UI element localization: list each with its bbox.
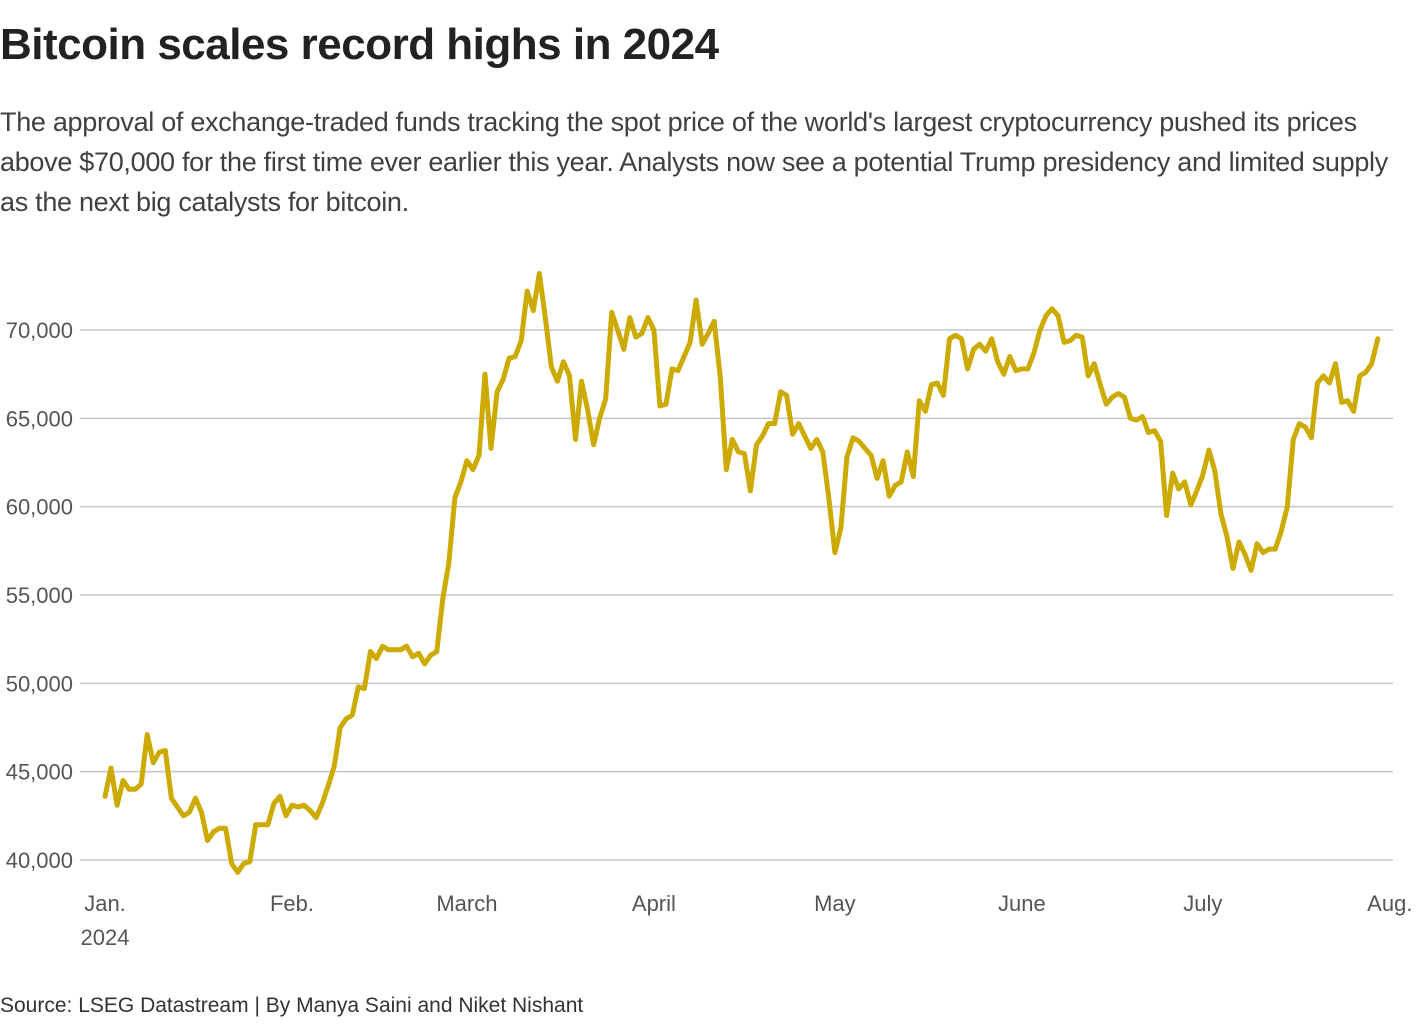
line-chart: 40,000 45,000 50,000 55,000 60,000 65,000 70,0… (6, 271, 1413, 950)
y-axis-ticks: 40,000 45,000 50,000 55,000 60,000 65,000 70,0… (6, 318, 73, 873)
x-tick-label: Feb. (270, 891, 314, 916)
chart-subtitle: The approval of exchange-traded funds tr… (0, 107, 1388, 217)
y-tick-label: 40,000 (6, 848, 73, 873)
x-axis-ticks: Jan. 2024 Feb. March April May June July Aug. (81, 891, 1413, 950)
bitcoin-price-line (102, 271, 1381, 875)
y-tick-label: 50,000 (6, 671, 73, 696)
x-tick-year-label: 2024 (81, 925, 130, 950)
x-tick-label: Aug. (1367, 891, 1412, 916)
y-tick-label: 55,000 (6, 583, 73, 608)
y-tick-label: 65,000 (6, 406, 73, 431)
x-tick-label: May (814, 891, 856, 916)
y-tick-label: 70,000 (6, 318, 73, 343)
x-tick-label: July (1183, 891, 1222, 916)
x-tick-label: Jan. (84, 891, 126, 916)
chart-title: Bitcoin scales record highs in 2024 (0, 20, 719, 69)
x-tick-label: March (436, 891, 497, 916)
x-tick-label: June (998, 891, 1046, 916)
gridlines (80, 329, 1393, 861)
series (102, 271, 1381, 875)
y-tick-label: 45,000 (6, 760, 73, 785)
y-tick-label: 60,000 (6, 495, 73, 520)
x-tick-label: April (632, 891, 676, 916)
source-credit: Source: LSEG Datastream | By Manya Saini… (0, 994, 584, 1017)
